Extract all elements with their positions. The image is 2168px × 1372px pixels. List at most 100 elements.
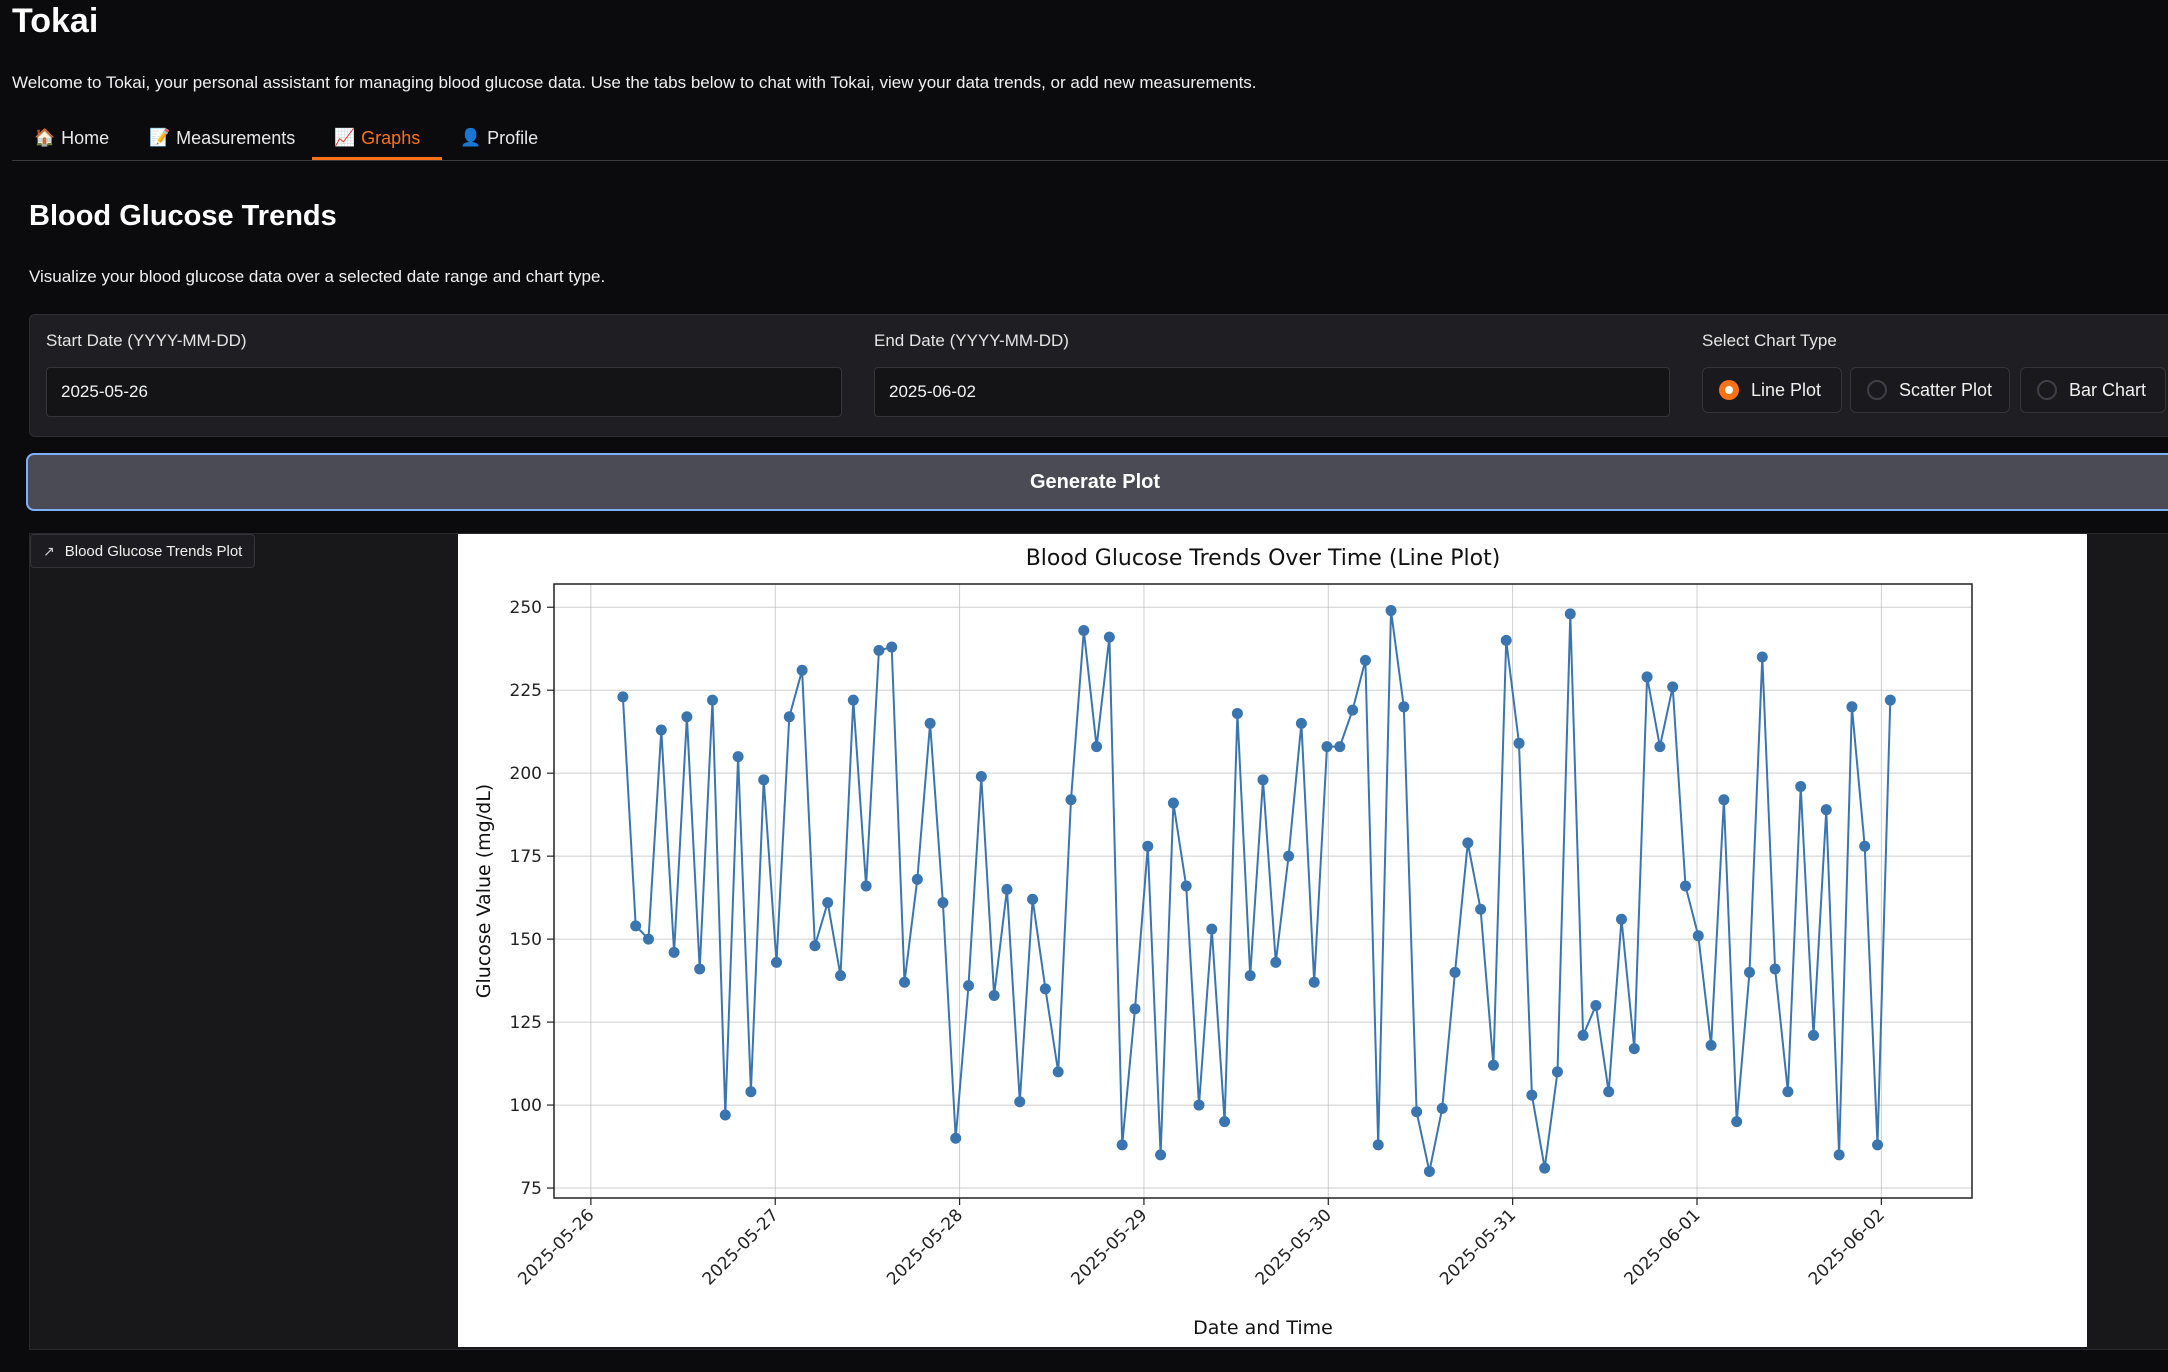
data-point [1014,1096,1026,1108]
data-point [1295,717,1307,729]
data-point [1129,1003,1141,1015]
x-tick-label: 2025-05-30 [1252,1205,1336,1289]
page-bottom [0,1352,2168,1372]
data-point [1603,1086,1615,1098]
data-point [924,717,936,729]
data-point [1654,741,1666,753]
y-tick-label: 175 [510,847,542,867]
end-date-input[interactable] [874,367,1670,417]
data-point [1615,913,1627,925]
memo-icon: 📝 [149,128,171,147]
data-point [1027,893,1039,905]
user-icon: 👤 [460,128,482,147]
y-tick-label: 200 [510,764,542,784]
data-point [1846,701,1858,713]
y-tick-label: 225 [510,681,542,701]
data-point [783,711,795,723]
tab-label: Measurements [176,127,296,148]
radio-unchecked-icon [1867,380,1887,400]
data-point [1782,1086,1794,1098]
data-point [1103,631,1115,643]
data-point [1449,966,1461,978]
chart-icon: 📈 [334,128,356,147]
data-point [950,1132,962,1144]
data-point [655,724,667,736]
data-point [1423,1165,1435,1177]
data-point [1436,1102,1448,1114]
data-point [886,641,898,653]
radio-scatter-plot[interactable]: Scatter Plot [1850,367,2010,413]
data-point [1590,1000,1602,1012]
data-point [1526,1089,1538,1101]
data-point [706,694,718,706]
data-point [1808,1029,1820,1041]
data-point [1769,963,1781,975]
tab-graphs[interactable]: 📈 Graphs [311,118,443,160]
data-point [1539,1162,1551,1174]
data-point [1193,1099,1205,1111]
data-point [1219,1116,1231,1128]
y-tick-label: 150 [510,930,542,950]
data-point [1628,1043,1640,1055]
data-point [1795,780,1807,792]
data-point [617,691,629,703]
data-point [1833,1149,1845,1161]
radio-checked-icon [1719,380,1739,400]
data-point [1385,605,1397,617]
data-point [988,990,1000,1002]
y-axis-label: Glucose Value (mg/dL) [473,784,495,998]
data-point [630,920,642,932]
data-point [1884,694,1896,706]
data-point [1462,837,1474,849]
data-point [1052,1066,1064,1078]
data-point [1564,608,1576,620]
chart-icon: ↗ [43,542,55,559]
plot-frame [553,583,1973,1199]
plot-panel: ↗ Blood Glucose Trends Plot 75 100 125 150 1… [29,533,2168,1350]
data-point [771,956,783,968]
data-point [1231,707,1243,719]
data-point [668,946,680,958]
data-point [1398,701,1410,713]
tab-home[interactable]: 🏠 Home [34,118,109,158]
tab-label: Graphs [361,127,421,148]
chart-image: 75 100 125 150 175 200 225 250 2025-05-26 2025-05… [458,534,2087,1347]
radio-line-plot[interactable]: Line Plot [1702,367,1842,413]
data-point [1667,681,1679,693]
tab-profile[interactable]: 👤 Profile [460,118,538,158]
y-tick-label: 250 [510,598,542,618]
data-point [719,1109,731,1121]
y-tick-label: 100 [510,1096,542,1116]
data-point [1859,840,1871,852]
data-point [681,711,693,723]
tab-label: Profile [487,127,539,148]
data-point [1731,1116,1743,1128]
start-date-label: Start Date (YYYY-MM-DD) [46,331,247,350]
chart-type-label: Select Chart Type [1702,331,1837,350]
data-point [1116,1139,1128,1151]
radio-unchecked-icon [2037,380,2057,400]
data-point [796,664,808,676]
plot-label-text: Blood Glucose Trends Plot [64,542,243,560]
data-point [822,897,834,909]
radio-bar-chart[interactable]: Bar Chart [2020,367,2166,413]
section-description: Visualize your blood glucose data over a… [29,267,606,286]
data-point [1347,704,1359,716]
data-point [642,933,654,945]
tab-measurements[interactable]: 📝 Measurements [149,118,295,158]
data-point [1001,883,1013,895]
data-point [1244,970,1256,982]
data-point [911,873,923,885]
chart-title: Blood Glucose Trends Over Time (Line Plo… [1026,546,1501,571]
home-icon: 🏠 [34,128,56,147]
y-tick-label: 75 [520,1179,542,1199]
data-point [937,897,949,909]
start-date-input[interactable] [46,367,842,417]
data-point [1372,1139,1384,1151]
generate-plot-button[interactable]: Generate Plot [26,453,2168,511]
data-point [1641,671,1653,683]
welcome-text: Welcome to Tokai, your personal assistan… [12,73,1257,92]
data-point [835,970,847,982]
data-point [899,976,911,988]
data-point [1743,966,1755,978]
